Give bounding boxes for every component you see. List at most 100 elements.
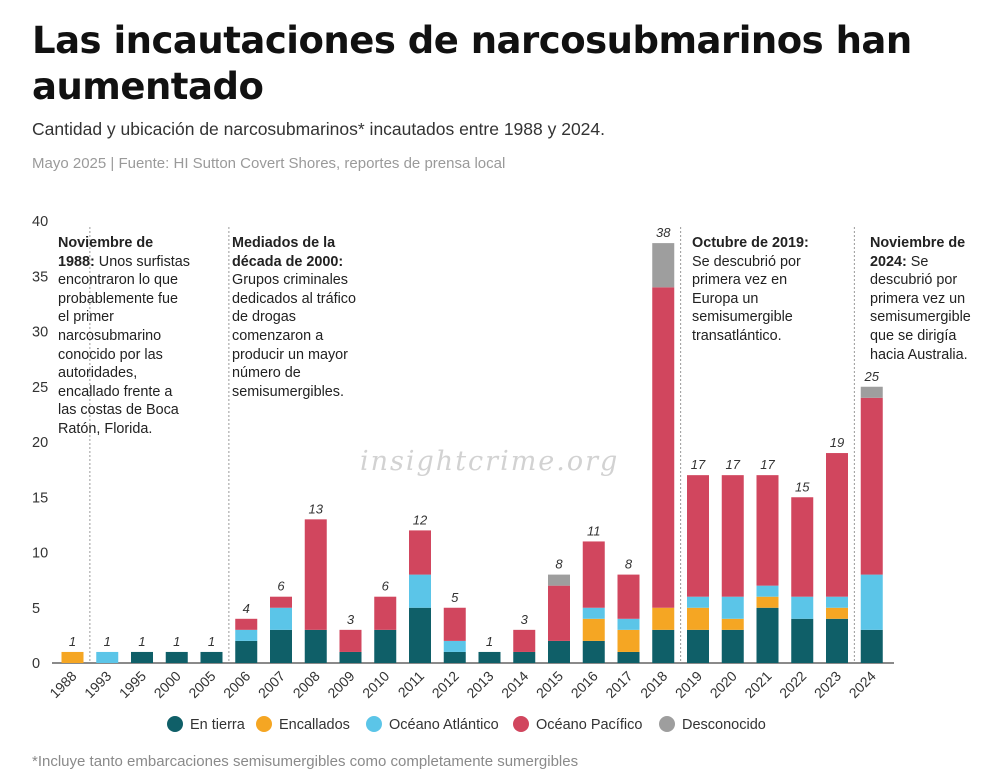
- bar-segment-oc-ano-pac-fico: [826, 453, 848, 597]
- legend-swatch: [659, 716, 675, 732]
- bar-segment-oc-ano-pac-fico: [756, 475, 779, 586]
- bar-segment-en-tierra: [374, 629, 397, 663]
- bar-total-label: 1: [173, 634, 180, 649]
- bar-segment-oc-ano-atl-ntico: [582, 607, 605, 619]
- annotation-1988: Noviembre de 1988: Unos surfistas encont…: [58, 234, 190, 439]
- bar-total-label: 17: [691, 457, 706, 472]
- bar-segment-encallados: [582, 618, 605, 641]
- bar-segment-encallados: [826, 607, 848, 619]
- legend-label: Océano Pacífico: [536, 717, 643, 733]
- x-tick-label: 2019: [672, 668, 705, 701]
- bar-segment-oc-ano-pac-fico: [409, 530, 431, 575]
- x-tick-label: 2023: [811, 668, 844, 701]
- bar-segment-oc-ano-atl-ntico: [235, 629, 258, 641]
- bar-segment-oc-ano-atl-ntico: [96, 651, 119, 663]
- bar-segment-oc-ano-pac-fico: [235, 618, 258, 630]
- chart-footnote: *Incluye tanto embarcaciones semisumergi…: [32, 753, 579, 770]
- annotation-1988-text: Unos surfistas encontraron lo que probab…: [58, 253, 190, 437]
- x-tick-label: 2008: [290, 668, 323, 701]
- bar-segment-oc-ano-pac-fico: [339, 629, 362, 652]
- bar-segment-oc-ano-pac-fico: [687, 475, 709, 597]
- y-tick-label: 35: [32, 269, 48, 285]
- bar-total-label: 6: [382, 579, 390, 594]
- bar-total-label: 1: [138, 634, 145, 649]
- bar-segment-en-tierra: [339, 651, 362, 663]
- bar-total-label: 38: [656, 225, 671, 240]
- bar-total-label: 11: [587, 523, 601, 538]
- bar-segment-oc-ano-atl-ntico: [409, 574, 431, 608]
- bar-segment-encallados: [652, 607, 675, 630]
- bar-segment-encallados: [617, 629, 640, 652]
- annotation-1988-heading: Noviembre de 1988:: [58, 235, 154, 270]
- annotation-2019: Octubre de 2019: Se descubrió por primer…: [692, 234, 810, 346]
- bar-segment-oc-ano-pac-fico: [721, 475, 744, 597]
- bar-segment-encallados: [721, 618, 744, 630]
- annotation-2000s: Mediados de la década de 2000: Grupos cr…: [232, 234, 372, 401]
- bar-total-label: 12: [413, 512, 428, 527]
- bar-segment-en-tierra: [652, 629, 675, 663]
- bar-segment-oc-ano-pac-fico: [582, 541, 605, 608]
- legend-item-oceano-pacifico: Océano Pacífico: [513, 716, 642, 733]
- bar-segment-encallados: [61, 651, 84, 663]
- bar-segment-oc-ano-atl-ntico: [443, 640, 466, 652]
- bar-segment-oc-ano-pac-fico: [270, 596, 292, 608]
- x-tick-label: 2014: [498, 668, 531, 701]
- bar-segment-en-tierra: [756, 607, 779, 663]
- annotation-2024-text: Se descubrió por primera vez un semisume…: [870, 253, 971, 363]
- bar-segment-en-tierra: [687, 629, 709, 663]
- legend-swatch: [256, 716, 272, 732]
- chart-title: Las incautaciones de narcosubmarinos han…: [32, 19, 912, 108]
- x-tick-label: 2013: [463, 668, 496, 701]
- bar-segment-oc-ano-pac-fico: [860, 397, 883, 575]
- bar-total-label: 3: [347, 612, 355, 627]
- x-tick-label: 2005: [185, 668, 218, 701]
- watermark: insightcrime.org: [360, 446, 620, 477]
- bar-total-label: 1: [208, 634, 215, 649]
- x-tick-label: 2000: [151, 668, 184, 701]
- bar-segment-oc-ano-pac-fico: [652, 287, 675, 608]
- bar-segment-oc-ano-atl-ntico: [791, 596, 814, 619]
- bar-segment-en-tierra: [548, 640, 570, 663]
- bar-segment-en-tierra: [826, 618, 848, 663]
- bar-segment-en-tierra: [478, 651, 501, 663]
- annotation-2000s-heading: Mediados de la década de 2000:: [232, 235, 344, 270]
- x-tick-label: 2006: [220, 668, 253, 701]
- legend-swatch: [366, 716, 382, 732]
- annotation-2024-heading: Noviembre de 2024:: [870, 235, 966, 270]
- bar-total-label: 1: [104, 634, 111, 649]
- x-tick-label: 2018: [637, 668, 670, 701]
- x-tick-label: 2016: [568, 668, 601, 701]
- legend-swatch: [513, 716, 529, 732]
- bar-segment-encallados: [687, 607, 709, 630]
- bar-segment-en-tierra: [304, 629, 327, 663]
- bar-total-label: 3: [521, 612, 529, 627]
- bar-segment-desconocido: [652, 243, 675, 288]
- x-tick-label: 2024: [846, 668, 879, 701]
- bar-segment-en-tierra: [617, 651, 640, 663]
- bar-segment-en-tierra: [860, 629, 883, 663]
- bar-total-label: 17: [760, 457, 775, 472]
- bar-total-label: 1: [486, 634, 493, 649]
- x-tick-label: 2007: [255, 668, 288, 701]
- x-tick-label: 2011: [395, 668, 428, 701]
- bar-segment-oc-ano-pac-fico: [374, 596, 397, 630]
- legend-label: En tierra: [190, 717, 245, 733]
- y-tick-label: 0: [32, 656, 40, 672]
- bar-segment-desconocido: [548, 574, 570, 586]
- bar-segment-oc-ano-pac-fico: [513, 629, 536, 652]
- bar-segment-en-tierra: [235, 640, 258, 663]
- bar-segment-oc-ano-pac-fico: [443, 607, 466, 641]
- bar-total-label: 13: [309, 501, 324, 516]
- bar-segment-oc-ano-atl-ntico: [270, 607, 292, 630]
- x-tick-label: 2021: [741, 668, 774, 701]
- x-tick-label: 2012: [429, 668, 462, 701]
- legend-item-desconocido: Desconocido: [659, 716, 766, 733]
- bar-segment-oc-ano-pac-fico: [548, 585, 570, 641]
- x-tick-label: 2009: [324, 668, 357, 701]
- x-tick-label: 2020: [707, 668, 740, 701]
- chart-subtitle: Cantidad y ubicación de narcosubmarinos*…: [32, 119, 606, 139]
- y-tick-label: 20: [32, 435, 48, 451]
- bar-total-label: 15: [795, 479, 810, 494]
- bar-segment-encallados: [756, 596, 779, 608]
- x-tick-label: 2015: [533, 668, 566, 701]
